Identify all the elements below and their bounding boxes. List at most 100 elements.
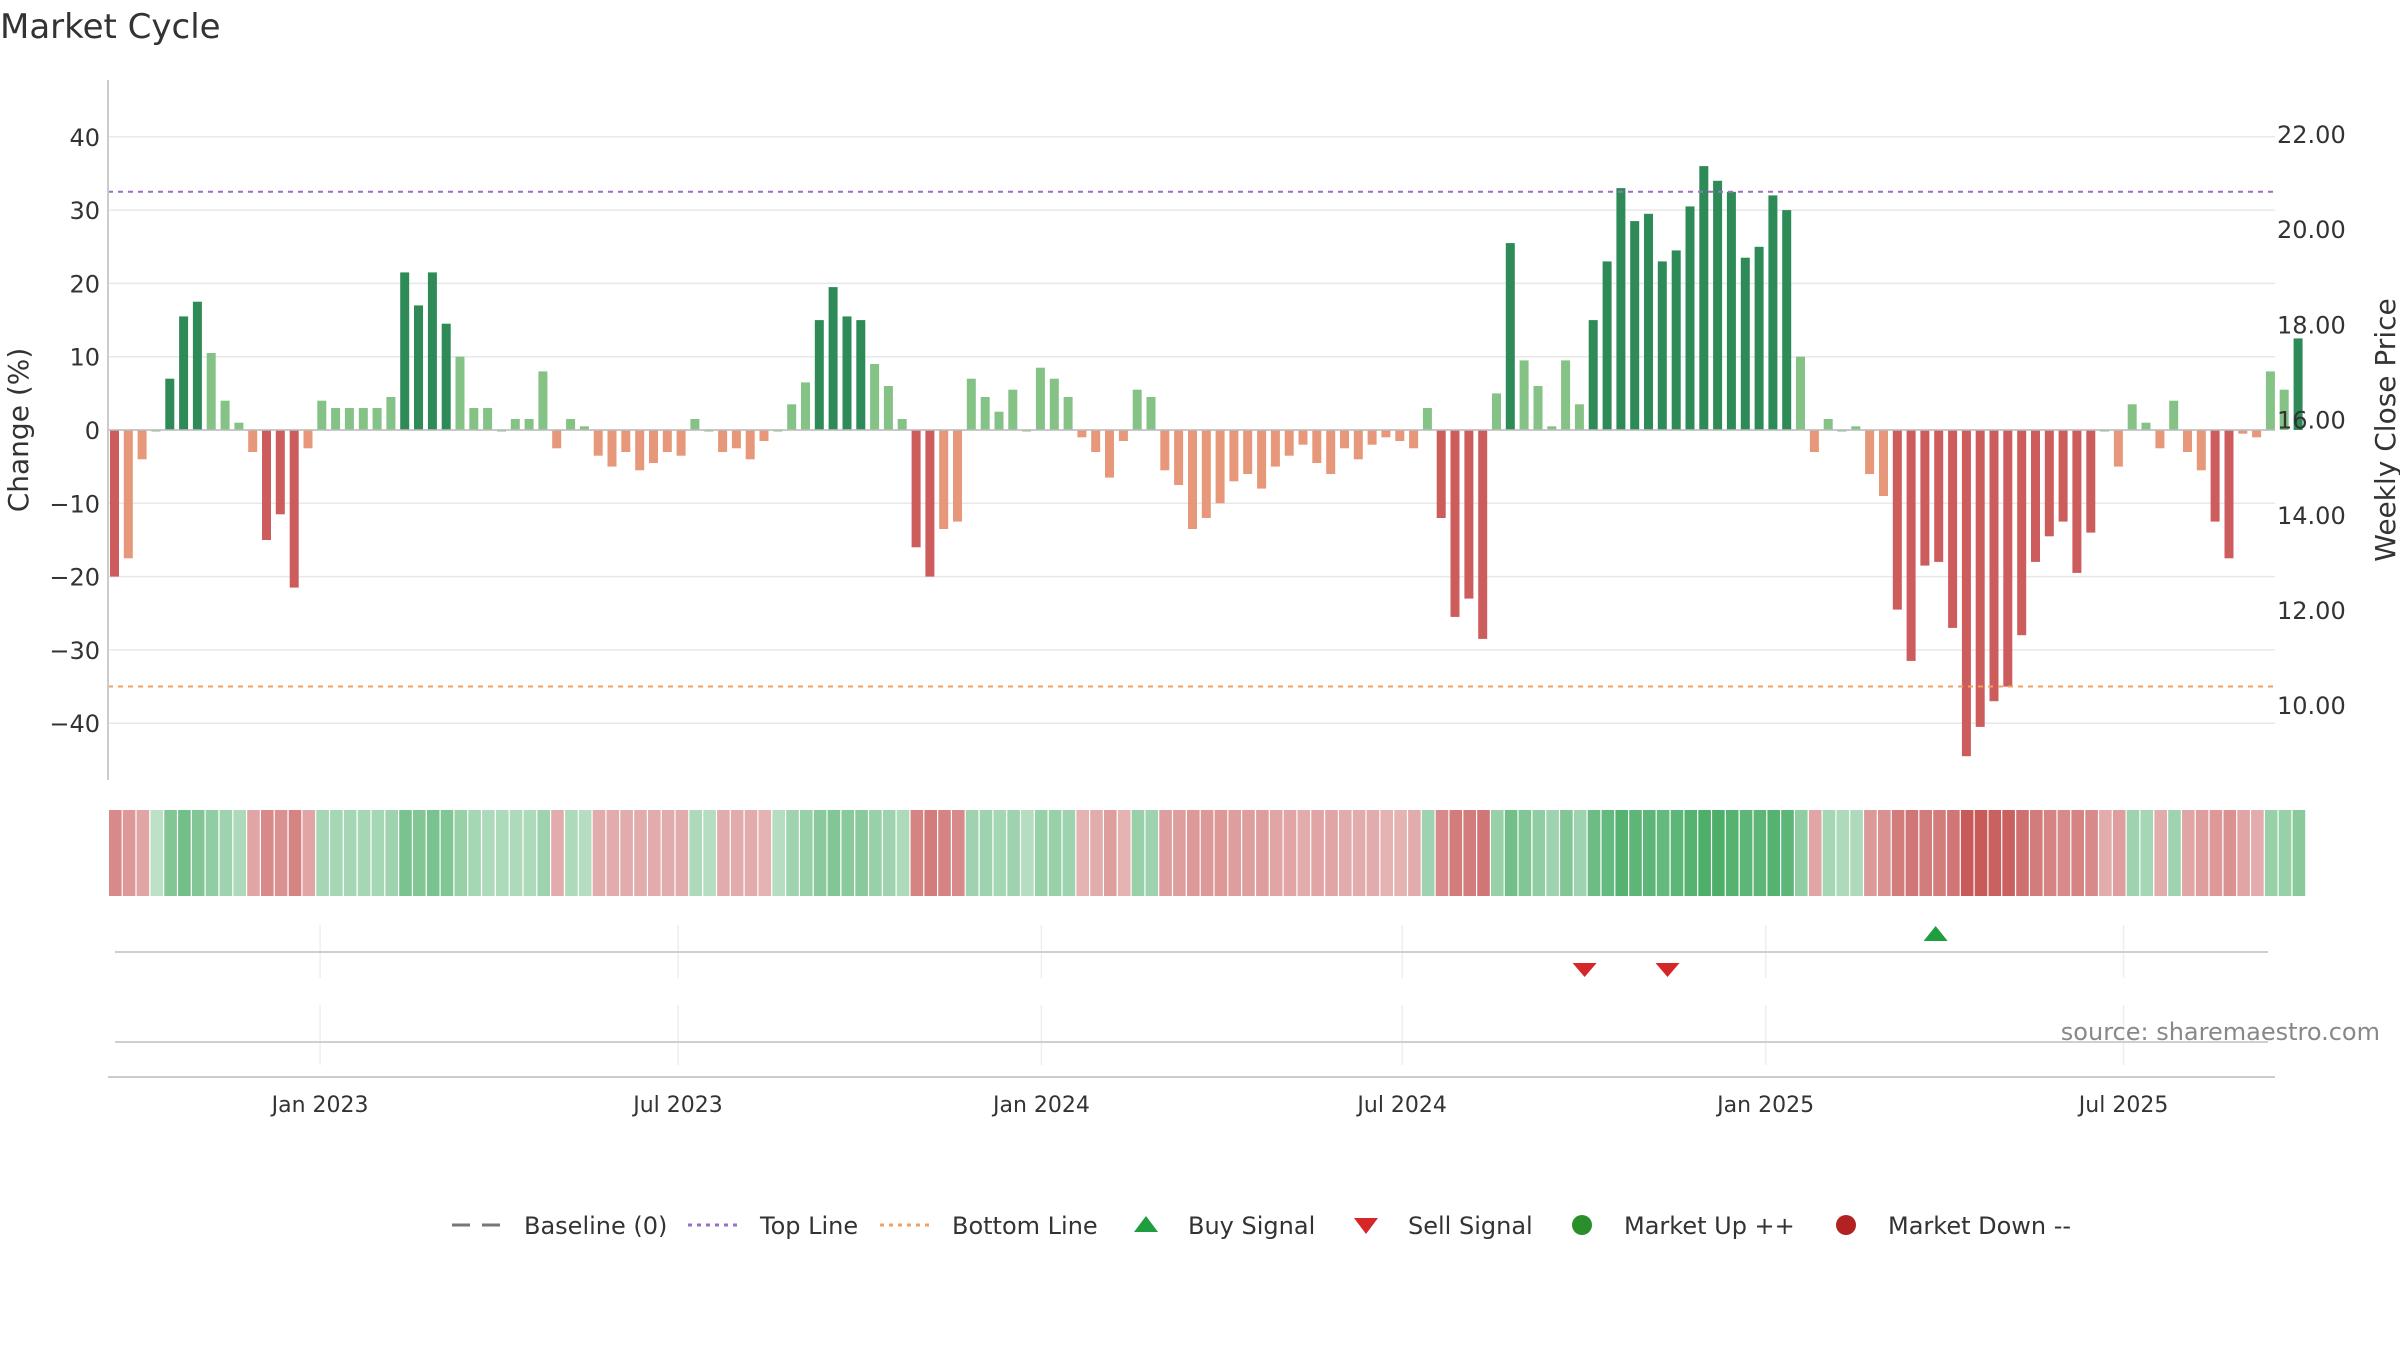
bar xyxy=(897,419,907,430)
bar xyxy=(275,430,285,515)
heat-cell xyxy=(1007,810,1020,896)
heat-cell xyxy=(164,810,177,896)
bar xyxy=(1823,419,1833,430)
heat-cell xyxy=(2251,810,2264,896)
bar xyxy=(911,430,921,548)
bar xyxy=(828,287,838,430)
heat-cell xyxy=(1435,810,1449,896)
axes xyxy=(107,80,2275,780)
bar xyxy=(883,386,893,430)
bar xyxy=(1685,206,1695,430)
bar xyxy=(1630,221,1640,430)
bar xyxy=(2169,400,2179,430)
heat-cell xyxy=(205,810,219,896)
x-tick-label: Jan 2025 xyxy=(1715,1093,1814,1118)
heat-cell xyxy=(1781,810,1794,896)
heat-cell xyxy=(274,810,288,896)
heat-cell xyxy=(1573,810,1587,896)
heat-cell xyxy=(150,810,164,896)
bar xyxy=(248,430,258,452)
x-tick-label: Jul 2024 xyxy=(1355,1093,1447,1118)
heat-cell xyxy=(2278,810,2292,896)
legend-swatch xyxy=(1134,1216,1158,1232)
heat-cell xyxy=(1477,810,1490,896)
bar xyxy=(2127,404,2137,430)
bar xyxy=(2058,430,2068,522)
heat-cell xyxy=(1891,810,1905,896)
bar xyxy=(1561,360,1571,430)
bar xyxy=(662,430,672,452)
heat-cell xyxy=(1076,810,1089,896)
bar xyxy=(690,419,700,430)
bar xyxy=(1188,430,1197,529)
heat-cell xyxy=(1297,810,1311,896)
bar xyxy=(1948,430,1958,628)
y-tick-label: −30 xyxy=(49,637,100,665)
heat-cell xyxy=(2264,810,2278,896)
bar xyxy=(1132,389,1142,430)
bar xyxy=(220,400,230,430)
bar xyxy=(2017,430,2027,636)
heat-cell xyxy=(661,810,675,896)
x-tick-label: Jul 2025 xyxy=(2077,1093,2169,1118)
bar xyxy=(386,397,396,430)
bar xyxy=(2155,430,2165,449)
bar xyxy=(2293,338,2303,430)
heat-cell xyxy=(2030,810,2043,896)
y2-tick-label: 10.00 xyxy=(2277,692,2346,720)
y2-axis-ticks: 22.00 20.00 18.00 16.00 14.00 12.00 10.00 xyxy=(2277,121,2346,720)
y-tick-label: 10 xyxy=(69,344,100,372)
y-tick-label: 0 xyxy=(85,417,100,445)
bar xyxy=(441,323,451,430)
bar xyxy=(745,430,755,460)
heat-cell xyxy=(1919,810,1932,896)
bar xyxy=(759,430,769,441)
bar xyxy=(110,430,119,577)
y-tick-label: −10 xyxy=(49,490,100,518)
bar xyxy=(552,430,562,449)
heat-cell xyxy=(1753,810,1767,896)
heat-cell xyxy=(551,810,564,896)
bar xyxy=(303,430,313,449)
heat-cell xyxy=(288,810,302,896)
bar xyxy=(2238,430,2248,434)
heat-cell xyxy=(122,810,136,896)
heat-strip xyxy=(109,810,2306,896)
heat-cell xyxy=(786,810,799,896)
heat-cell xyxy=(482,810,495,896)
legend-label: Sell Signal xyxy=(1408,1212,1533,1240)
bar xyxy=(1588,320,1598,431)
heat-cell xyxy=(896,810,910,896)
bar xyxy=(1809,430,1819,452)
legend-swatch xyxy=(1572,1215,1592,1235)
heat-cell xyxy=(1491,810,1504,896)
bar xyxy=(635,430,645,471)
bar xyxy=(1450,430,1460,617)
signal-panel xyxy=(115,925,2268,978)
bar xyxy=(1215,430,1225,504)
heat-cell xyxy=(509,810,523,896)
heat-cell xyxy=(813,810,827,896)
heat-cell xyxy=(330,810,343,896)
bar xyxy=(1602,261,1612,430)
y2-axis-label: Weekly Close Price xyxy=(2369,298,2400,561)
heat-cell xyxy=(869,810,882,896)
bar xyxy=(2252,430,2262,438)
heat-cell xyxy=(1104,810,1117,896)
bar xyxy=(1934,430,1944,562)
bar xyxy=(2183,430,2192,452)
heat-cell xyxy=(1988,810,2002,896)
heat-cell xyxy=(1021,810,1034,896)
heat-cell xyxy=(1587,810,1601,896)
sell-signal-marker xyxy=(1655,963,1680,977)
bar xyxy=(1118,430,1128,441)
bar xyxy=(1906,430,1916,661)
heat-cell xyxy=(827,810,841,896)
bar xyxy=(372,408,382,430)
heat-cell xyxy=(136,810,150,896)
bar xyxy=(1478,430,1488,639)
heat-cell xyxy=(191,810,205,896)
bar xyxy=(1892,430,1902,610)
heat-cell xyxy=(1850,810,1863,896)
reference-lines xyxy=(108,190,2275,688)
